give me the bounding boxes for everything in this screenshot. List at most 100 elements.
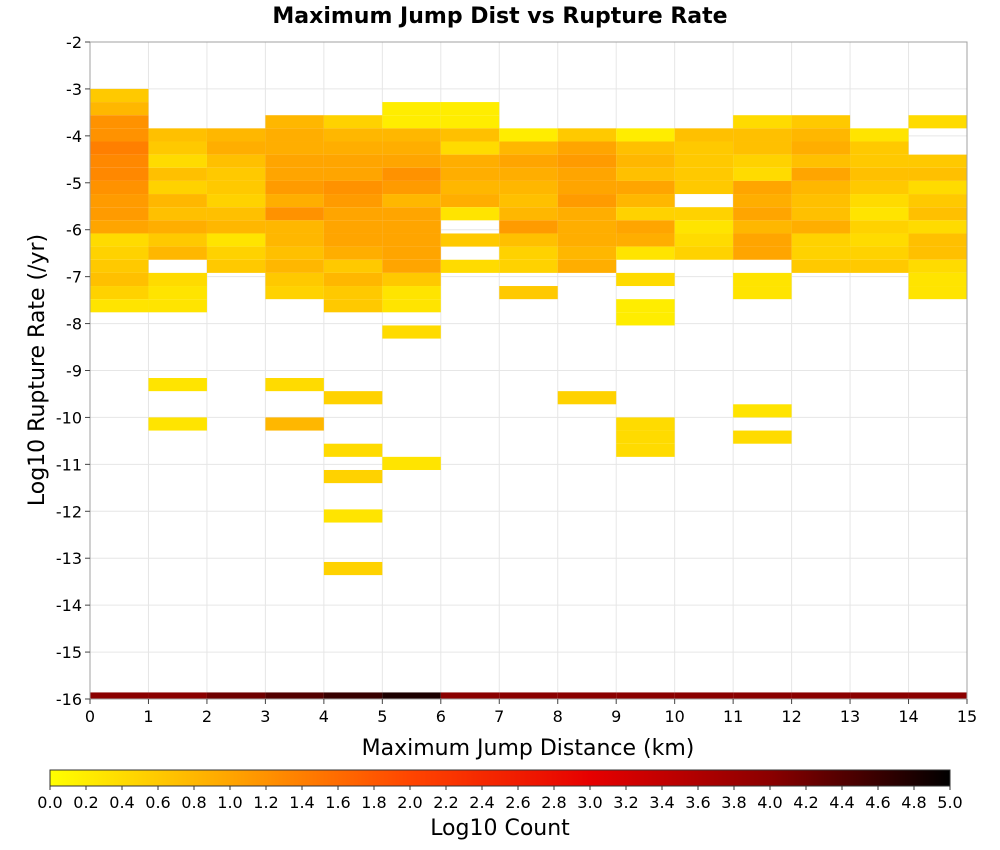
heatmap-bin [265,128,324,142]
y-tick-label: -4 [66,127,82,146]
heatmap-bin [499,233,558,247]
heatmap-bin [733,154,792,168]
colorbar-tick-label: 3.2 [613,793,638,812]
heatmap-bin [616,233,675,247]
heatmap-bin [850,128,909,142]
heatmap-bin [148,417,207,431]
heatmap-bin [733,246,792,260]
heatmap-bin [674,233,734,247]
heatmap-bin [791,692,851,699]
y-tick-label: -10 [56,408,82,427]
heatmap-bin [557,391,617,405]
colorbar-tick-label: 0.0 [37,793,62,812]
heatmap-bin [148,286,207,300]
x-tick-label: 10 [664,707,684,726]
heatmap-bin [265,272,324,287]
heatmap-bin [382,299,441,313]
heatmap-bin [323,509,383,523]
heatmap-bin [323,692,383,699]
heatmap-bin [791,259,851,273]
y-tick-label: -16 [56,690,82,709]
heatmap-bin [733,207,792,221]
heatmap-bin [733,220,792,234]
x-axis-label: Maximum Jump Distance (km) [362,736,695,761]
heatmap-bin [440,180,500,195]
heatmap-bin [499,167,558,181]
heatmap-bin [791,154,851,168]
heatmap-bin [265,233,324,247]
heatmap-bin [148,233,207,247]
heatmap-bin [557,167,617,181]
heatmap-bin [499,141,558,155]
y-axis-ticks: -2 -3 -4 -5 -6 -7 -8 -9 -10 -11 -12 -13 -14 -15 -16 [56,33,90,709]
heatmap-bin [616,128,675,142]
heatmap-bin [908,692,967,699]
heatmap-bin [90,88,149,103]
colorbar-tick-label: 2.8 [541,793,566,812]
y-tick-label: -14 [56,596,82,615]
heatmap-bin [674,167,734,181]
heatmap-bin [90,286,149,300]
heatmap-bin [323,299,383,313]
heatmap-bin [90,207,149,221]
heatmap-bin [206,180,266,195]
colorbar-tick-label: 4.0 [757,793,782,812]
heatmap-bin [323,272,383,287]
heatmap-bin [499,286,558,300]
heatmap-bin [674,180,734,195]
heatmap-bin [791,220,851,234]
x-tick-label: 3 [260,707,270,726]
colorbar-tick-label: 0.4 [109,793,134,812]
heatmap-bin [791,167,851,181]
colorbar-tick-label: 3.8 [721,793,746,812]
heatmap-bin [499,194,558,208]
heatmap-bin [850,141,909,155]
heatmap-bin [440,167,500,181]
heatmap-bin [499,692,558,699]
heatmap-bin [850,154,909,168]
heatmap-bin [206,154,266,168]
heatmap-bin [323,194,383,208]
y-tick-label: -2 [66,33,82,52]
y-tick-label: -7 [66,268,82,287]
heatmap-bin [323,141,383,155]
heatmap-bin [791,115,851,129]
y-tick-label: -11 [56,455,82,474]
heatmap-bin [616,299,675,313]
heatmap-bin [733,128,792,142]
heatmap-bin [616,272,675,287]
heatmap-bin [382,102,441,116]
heatmap-bin [733,272,792,287]
heatmap-bin [206,692,266,699]
heatmap-bin [206,128,266,142]
heatmap-bin [674,141,734,155]
heatmap-bin [908,194,967,208]
heatmap-bin [90,272,149,287]
x-tick-label: 4 [319,707,329,726]
heatmap-bin [674,692,734,699]
heatmap-bin [557,220,617,234]
heatmap-bin [90,220,149,234]
heatmap-bin [674,220,734,234]
heatmap-bin [908,154,967,168]
colorbar-tick-label: 1.8 [361,793,386,812]
heatmap-bin [791,207,851,221]
heatmap-bin [382,167,441,181]
heatmap-bin [148,167,207,181]
colorbar [49,769,951,787]
heatmap-bin [557,128,617,142]
colorbar-tick-label: 2.2 [433,793,458,812]
heatmap-bin [206,141,266,155]
colorbar-tick-label: 4.4 [829,793,854,812]
heatmap-bin [265,378,324,392]
heatmap-bin [323,154,383,168]
y-tick-label: -3 [66,80,82,99]
heatmap-bin [265,286,324,300]
heatmap-bin [148,207,207,221]
heatmap-bin [557,259,617,273]
heatmap-bin [733,115,792,129]
heatmap-bin [265,194,324,208]
colorbar-tick-label: 4.8 [901,793,926,812]
heatmap-bin [499,128,558,142]
colorbar-tick-label: 0.6 [145,793,170,812]
